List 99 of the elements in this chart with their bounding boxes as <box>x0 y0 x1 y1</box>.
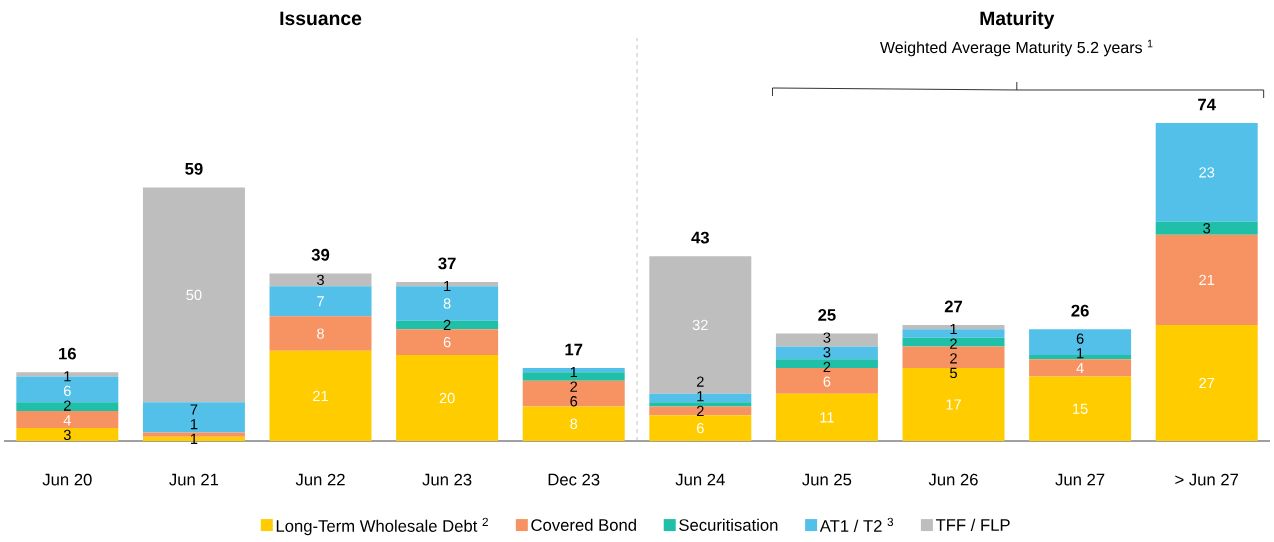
bar <box>396 329 499 356</box>
x-tick-label: Jun 21 <box>169 473 219 486</box>
bar <box>16 410 119 429</box>
total-label: 59 <box>185 162 203 175</box>
x-tick-label: Jun 20 <box>42 473 92 486</box>
legend-label: Securitisation <box>679 518 778 531</box>
bar <box>649 402 752 407</box>
data-label: 3 <box>823 332 831 343</box>
legend-label: TFF / FLP <box>935 518 1010 531</box>
bar <box>902 367 1005 441</box>
total-label: 39 <box>311 248 330 261</box>
data-label: 6 <box>1076 333 1084 344</box>
data-label: 2 <box>696 405 704 417</box>
legend-label: AT1 / T2 $^{3}$ <box>819 517 894 532</box>
bar <box>1155 234 1258 325</box>
data-label: 2 <box>570 381 578 392</box>
total-label: 26 <box>1071 304 1089 317</box>
total-label: 16 <box>59 347 76 360</box>
data-label: 5 <box>950 367 957 379</box>
data-label: 1 <box>697 391 704 402</box>
data-label: 1 <box>64 371 71 382</box>
x-tick-label: Jun 23 <box>422 473 472 486</box>
text: Issuance <box>280 11 362 26</box>
data-label: 1 <box>570 366 578 377</box>
data-label: 1 <box>950 323 957 335</box>
bar <box>902 337 1005 347</box>
bar <box>269 273 372 287</box>
legend-label: Covered Bond <box>531 518 636 531</box>
bar <box>269 316 372 351</box>
data-label: 4 <box>1076 362 1084 373</box>
data-label: 2 <box>950 353 957 364</box>
bar <box>522 406 625 441</box>
data-label: 11 <box>820 412 834 423</box>
data-label: 21 <box>1199 274 1215 285</box>
data-label: 1 <box>190 419 198 430</box>
x-tick-label: Jun 22 <box>295 473 345 486</box>
bar <box>1155 122 1258 222</box>
x-tick-label: Jun 25 <box>802 473 852 486</box>
bar <box>1155 324 1258 441</box>
data-label: 2 <box>443 319 451 331</box>
x-tick-label: > Jun 27 <box>1175 473 1239 486</box>
data-label: 3 <box>317 274 324 286</box>
data-label: 17 <box>946 399 961 410</box>
legend-label: Long-Term Wholesale Debt $^{2}$ <box>276 517 488 536</box>
data-label: 6 <box>823 376 831 387</box>
data-label: 15 <box>1073 403 1088 414</box>
data-label: 2 <box>63 400 71 411</box>
data-label: 3 <box>63 429 71 441</box>
data-label: 1 <box>444 280 451 292</box>
data-label: 6 <box>570 396 578 407</box>
x-tick-label: Jun 24 <box>675 473 725 486</box>
bar <box>649 415 752 441</box>
data-label: 6 <box>443 336 451 348</box>
bar <box>1029 359 1132 377</box>
total-label: 27 <box>944 300 963 313</box>
bar <box>142 402 245 433</box>
data-label: 6 <box>696 422 704 434</box>
total-label: 25 <box>818 309 836 321</box>
total-label: 17 <box>565 343 583 356</box>
bar <box>1029 376 1132 441</box>
bar <box>16 428 119 441</box>
bar <box>649 393 752 403</box>
bar <box>522 380 625 407</box>
data-label: 20 <box>439 392 455 404</box>
x-tick-label: Jun 26 <box>928 473 978 486</box>
data-label: 4 <box>63 415 71 426</box>
x-tick-label: Dec 23 <box>548 473 600 486</box>
data-label: 7 <box>317 296 324 307</box>
bar <box>775 333 878 347</box>
data-label: 23 <box>1199 167 1215 178</box>
data-label: 21 <box>313 390 328 401</box>
text: Maturity <box>980 10 1055 30</box>
data-label: 6 <box>64 385 71 397</box>
total-label: 74 <box>1198 98 1216 111</box>
data-label: 27 <box>1199 377 1215 389</box>
data-label: 8 <box>317 328 324 339</box>
data-label: 3 <box>1203 223 1211 234</box>
bar <box>396 320 499 330</box>
bar <box>775 346 878 360</box>
bar <box>1155 221 1258 235</box>
data-label: 2 <box>696 376 704 387</box>
data-label: 32 <box>692 319 708 331</box>
bar <box>396 355 499 441</box>
data-label: 3 <box>823 347 831 358</box>
total-label: 37 <box>438 257 456 270</box>
text: Weighted Average Maturity 5.2 years $^{1}$ <box>880 39 1153 57</box>
data-label: 8 <box>570 418 578 429</box>
total-label: 43 <box>691 231 709 244</box>
data-label: 8 <box>443 298 451 309</box>
x-tick-label: Jun 27 <box>1055 473 1105 486</box>
bar <box>269 286 372 317</box>
bar <box>16 402 119 411</box>
bar <box>649 406 752 416</box>
data-label: 50 <box>186 289 202 301</box>
bar <box>269 350 372 441</box>
bar <box>142 187 245 403</box>
data-label: 7 <box>190 404 198 415</box>
bar <box>775 393 878 441</box>
data-label: 1 <box>1077 348 1084 359</box>
